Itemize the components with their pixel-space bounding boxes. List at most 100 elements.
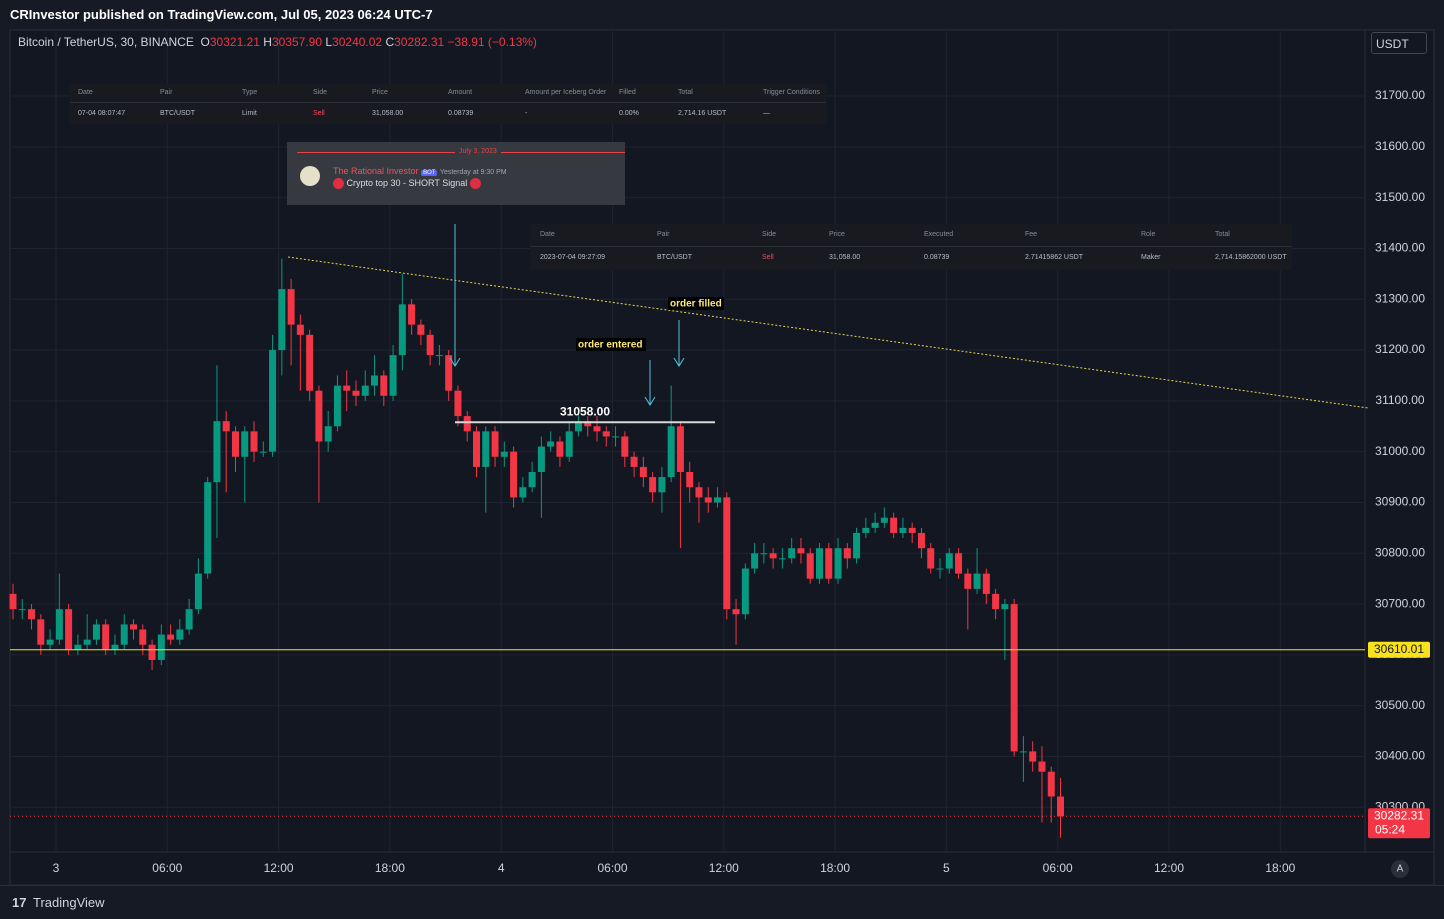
candle-body [862,527,870,533]
candle-body [778,558,786,560]
candle-body [380,375,388,396]
x-tick-label: 12:00 [264,861,294,875]
legend: Bitcoin / TetherUS, 30, BINANCE O30321.2… [18,35,537,49]
table-header: Pair [160,89,173,96]
table-header: Fee [1025,231,1038,238]
avatar [300,166,320,186]
table-cell: Limit [242,110,257,117]
candle-body [250,431,258,452]
candle-body [389,355,397,396]
candle-body [120,624,128,645]
legend-c: C [385,35,395,49]
candle-body [37,619,45,645]
candle-body [788,548,796,559]
table-cell: BTC/USDT [657,254,692,261]
y-tick-label: 31500.00 [1375,190,1425,204]
table-header: Side [762,231,777,238]
candle-body [55,609,63,640]
candle-body [139,629,147,645]
table-cell: 07-04 08:07:47 [78,110,126,117]
table-header: Price [372,89,388,96]
x-tick-label: 3 [53,861,60,875]
y-tick-label: 31100.00 [1375,393,1424,407]
table-cell: 0.08739 [924,254,950,261]
candle-body [1057,796,1065,817]
discord-message: July 3, 2023 The Rational Investor BOT Y… [287,142,625,205]
candle-body [556,441,564,457]
candle-body [927,548,935,569]
candle-body [231,431,239,457]
candle-body [1019,751,1027,753]
annotation: order filled [670,299,722,310]
candle-body [676,426,684,472]
candle-body [510,451,518,498]
logo-mark: 17 [12,895,27,910]
candle-body [157,634,165,660]
auto-button[interactable] [1391,860,1409,878]
arrow [673,320,685,367]
last-price-label: 30282.31 [1374,808,1424,822]
legend-low: 30240.02 [332,35,383,49]
y-tick-label: 31000.00 [1375,444,1425,458]
candle-body [908,527,916,533]
table-cell: 2023-07-04 09:27:09 [540,254,605,261]
divider [70,102,826,103]
candle-body [992,593,1000,610]
table-cell: BTC/USDT [160,110,195,117]
candle-body [593,426,601,432]
candle-body [130,624,138,630]
currency-button[interactable]: USDT [1371,32,1427,54]
candle-body [973,573,981,589]
candle-body [574,421,582,432]
candle-body [769,553,777,559]
candle-body [945,553,953,569]
candle-body [602,431,610,437]
table-header: Total [678,89,693,96]
candle-body [167,634,175,640]
y-tick-label: 30900.00 [1375,495,1425,509]
candle-body [1047,771,1055,797]
table-header: Trigger Conditions [763,89,820,96]
candle-body [287,289,295,325]
candle-body [371,375,379,386]
candle-body [630,456,638,467]
x-tick-label: 18:00 [375,861,405,875]
x-tick-label: 06:00 [1043,861,1073,875]
x-tick-label: 06:00 [152,861,182,875]
table-header: Type [242,89,258,96]
x-tick-label: 12:00 [1154,861,1184,875]
y-tick-label: 30400.00 [1375,749,1425,763]
candle-body [343,385,351,391]
candle-body [1010,604,1018,752]
candle-body [269,350,277,452]
table-cell: 31,058.00 [372,110,404,117]
table-cell: — [763,110,770,117]
candle-body [760,553,768,555]
countdown: 05:24 [1375,822,1405,836]
y-tick-label: 31300.00 [1375,291,1425,305]
red-circle [469,178,481,190]
candle-body [204,482,212,574]
table-cell: 2.71415862 USDT [1025,254,1083,261]
candle-body [102,624,110,650]
candle-body [704,497,712,503]
table-header: Pair [657,231,670,238]
legend-close: 30282.31 [394,35,445,49]
legend-high: 30357.90 [271,35,323,49]
candle-body [741,568,749,615]
candle-body [306,334,314,391]
candle-body [473,431,480,467]
candle-body [880,517,888,523]
candle-body [454,390,462,417]
price-line-tag [1368,641,1430,658]
table-header: Executed [924,231,954,238]
candle-body [213,421,221,483]
candle-body [315,390,323,442]
candle-body [612,436,620,438]
trade-table: Date Pair Side Price Executed Fee Role Total 202… [530,224,1292,270]
x-tick-label: 06:00 [597,861,627,875]
last-price-tag [1368,808,1430,839]
candle-body [9,593,17,610]
auto-label[interactable]: A [1397,864,1404,875]
